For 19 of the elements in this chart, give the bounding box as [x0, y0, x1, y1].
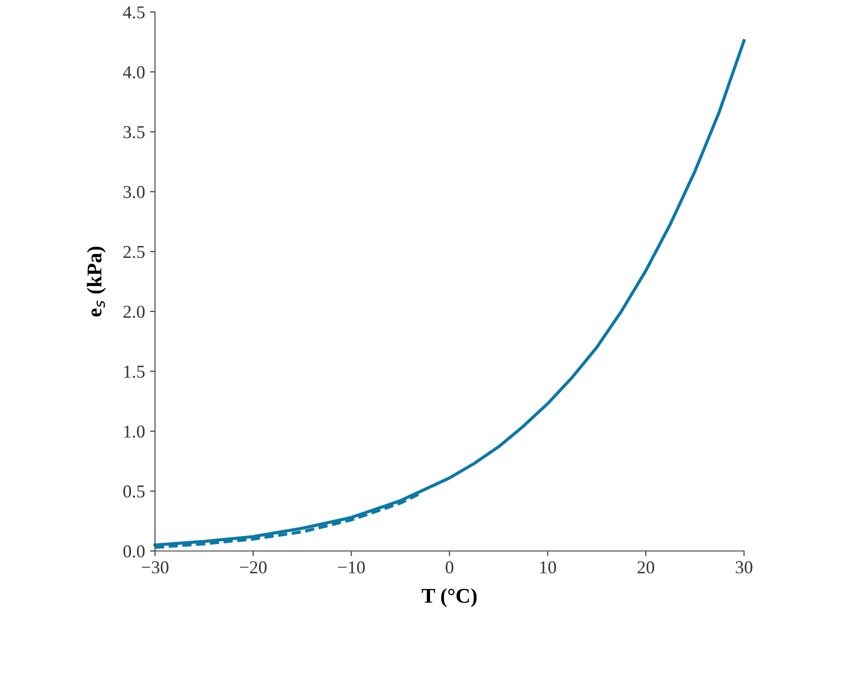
y-tick-label: 0.5: [123, 485, 145, 498]
x-tick-label: −20: [240, 561, 267, 574]
y-tick-label: 2.0: [124, 306, 145, 318]
x-tick-label: 20: [638, 561, 654, 574]
x-tick-label: 30: [736, 561, 752, 574]
x-tick-label: −30: [142, 561, 168, 574]
y-tick-label: 1.5: [124, 366, 145, 378]
y-tick-label: 2.5: [124, 246, 145, 258]
y-tick-label: 1.0: [124, 425, 145, 438]
x-tick-label: 0: [446, 561, 454, 574]
y-tick-label: 4.0: [123, 66, 145, 78]
y-tick-label: 3.0: [124, 186, 145, 198]
x-tick-label: −10: [338, 561, 365, 574]
y-tick-label: 4.5: [123, 6, 145, 19]
x-tick-label: 10: [540, 561, 556, 574]
x-axis-title: T (°C): [422, 588, 477, 608]
y-tick-label: 0.0: [123, 545, 145, 558]
y-tick-label: 3.5: [124, 126, 145, 138]
y-axis-title: e$_{s}$ (kPa): [86, 246, 106, 317]
